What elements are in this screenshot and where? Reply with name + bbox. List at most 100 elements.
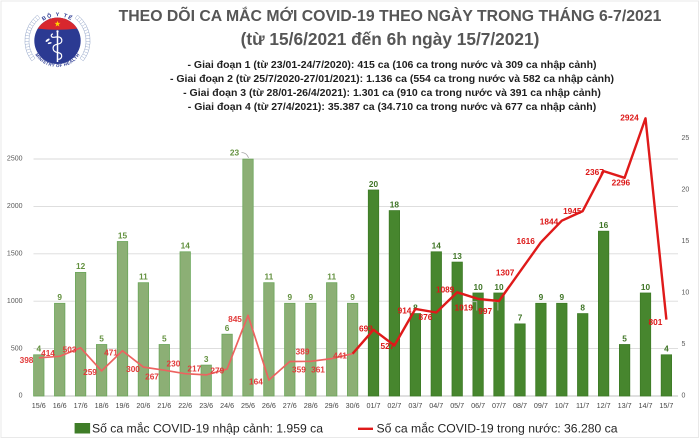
svg-text:- Giai đoạn 3 (từ 28/01-26/4/2: - Giai đoạn 3 (từ 28/01-26/4/2021): 1.30… [183, 87, 601, 99]
svg-text:4: 4 [664, 344, 669, 354]
svg-text:9: 9 [308, 292, 313, 302]
svg-text:14/7: 14/7 [639, 401, 653, 410]
svg-text:3: 3 [204, 354, 209, 364]
svg-text:10: 10 [641, 282, 651, 292]
svg-text:10: 10 [473, 282, 483, 292]
svg-text:11/7: 11/7 [576, 401, 589, 410]
svg-text:801: 801 [648, 317, 662, 327]
svg-text:914: 914 [398, 306, 412, 316]
svg-text:0: 0 [682, 393, 686, 400]
svg-text:845: 845 [228, 314, 242, 324]
svg-text:17/6: 17/6 [74, 401, 88, 410]
svg-text:2924: 2924 [620, 113, 639, 123]
svg-text:15: 15 [118, 230, 128, 240]
svg-text:9: 9 [350, 292, 355, 302]
svg-text:20: 20 [682, 187, 690, 194]
svg-text:11: 11 [139, 272, 148, 282]
svg-text:5: 5 [622, 333, 627, 343]
svg-text:08/7: 08/7 [513, 401, 527, 410]
svg-text:0: 0 [19, 393, 23, 400]
svg-text:1089: 1089 [436, 284, 455, 294]
svg-text:1000: 1000 [7, 298, 23, 305]
svg-text:389: 389 [296, 346, 310, 356]
svg-text:(từ 15/6/2021 đến 6h ngày 15/7: (từ 15/6/2021 đến 6h ngày 15/7/2021) [241, 29, 540, 49]
svg-text:28/6: 28/6 [304, 401, 318, 410]
svg-text:5: 5 [99, 333, 104, 343]
svg-text:164: 164 [249, 377, 263, 387]
svg-text:02/7: 02/7 [387, 401, 401, 410]
svg-text:01/7: 01/7 [367, 401, 381, 410]
svg-text:8: 8 [413, 302, 418, 312]
svg-text:24/6: 24/6 [220, 401, 234, 410]
svg-text:- Giai đoạn 4 (từ 27/4/2021):: - Giai đoạn 4 (từ 27/4/2021): 35.387 ca … [188, 101, 596, 113]
svg-text:20: 20 [369, 179, 379, 189]
svg-text:21/6: 21/6 [157, 401, 171, 410]
svg-text:1500: 1500 [7, 251, 23, 258]
svg-text:26/6: 26/6 [262, 401, 276, 410]
svg-text:22/6: 22/6 [178, 401, 192, 410]
svg-text:9: 9 [539, 292, 544, 302]
svg-text:2296: 2296 [612, 178, 631, 188]
svg-text:12/7: 12/7 [597, 401, 611, 410]
svg-text:441: 441 [333, 351, 347, 361]
svg-text:14: 14 [181, 241, 191, 251]
svg-text:5: 5 [162, 333, 167, 343]
svg-text:16/6: 16/6 [53, 401, 67, 410]
svg-text:2000: 2000 [7, 203, 23, 210]
svg-text:03/7: 03/7 [408, 401, 422, 410]
svg-text:359: 359 [292, 365, 306, 375]
svg-text:398: 398 [20, 355, 34, 365]
svg-text:30/6: 30/6 [346, 401, 360, 410]
svg-text:414: 414 [41, 348, 55, 358]
svg-text:16: 16 [599, 220, 609, 230]
svg-text:503: 503 [63, 345, 77, 355]
svg-text:25: 25 [682, 135, 690, 142]
svg-text:12: 12 [76, 261, 86, 271]
svg-text:693: 693 [359, 324, 373, 334]
svg-text:259: 259 [83, 367, 97, 377]
svg-text:23: 23 [230, 148, 240, 158]
svg-text:527: 527 [380, 341, 394, 351]
svg-text:1307: 1307 [496, 267, 515, 277]
svg-text:8: 8 [580, 302, 585, 312]
svg-text:- Giai đoạn 1 (từ 23/01-24/7/2: - Giai đoạn 1 (từ 23/01-24/7/2020): 415 … [187, 59, 596, 71]
svg-text:1616: 1616 [516, 236, 535, 246]
svg-text:6: 6 [225, 323, 230, 333]
svg-text:15/6: 15/6 [32, 401, 46, 410]
svg-text:07/7: 07/7 [492, 401, 506, 410]
svg-text:1019: 1019 [454, 303, 473, 313]
svg-text:230: 230 [166, 358, 180, 368]
svg-text:9: 9 [559, 292, 564, 302]
svg-text:18/6: 18/6 [95, 401, 109, 410]
svg-text:27/6: 27/6 [283, 401, 297, 410]
svg-text:23/6: 23/6 [199, 401, 213, 410]
svg-text:09/7: 09/7 [534, 401, 548, 410]
svg-text:10: 10 [494, 282, 504, 292]
svg-text:13/7: 13/7 [618, 401, 632, 410]
svg-text:11: 11 [327, 272, 336, 282]
svg-text:15/7: 15/7 [659, 401, 673, 410]
svg-text:217: 217 [187, 364, 201, 374]
svg-text:2500: 2500 [7, 156, 23, 163]
svg-text:20/6: 20/6 [136, 401, 150, 410]
svg-text:15: 15 [682, 238, 690, 245]
svg-text:471: 471 [104, 348, 118, 358]
svg-text:13: 13 [453, 251, 463, 261]
svg-text:10/7: 10/7 [555, 401, 569, 410]
svg-text:Số ca mắc COVID-19 nhập cảnh:: Số ca mắc COVID-19 nhập cảnh: 1.959 ca [92, 421, 323, 436]
svg-text:- Giai đoạn 2 (từ 25/7/2020-27: - Giai đoạn 2 (từ 25/7/2020-27/01/2021):… [170, 73, 614, 85]
svg-text:14: 14 [432, 241, 442, 251]
svg-text:BỘ Y TẾ: BỘ Y TẾ [41, 11, 74, 23]
svg-text:997: 997 [478, 306, 492, 316]
svg-text:05/7: 05/7 [450, 401, 464, 410]
svg-text:10: 10 [682, 290, 690, 297]
svg-text:25/6: 25/6 [241, 401, 255, 410]
svg-text:7: 7 [518, 313, 523, 323]
svg-text:18: 18 [390, 199, 400, 209]
svg-text:267: 267 [145, 371, 159, 381]
svg-text:500: 500 [11, 345, 23, 352]
svg-text:5: 5 [682, 341, 686, 348]
svg-text:THEO DÕI CA MẮC MỚI COVID-19 T: THEO DÕI CA MẮC MỚI COVID-19 THEO NGÀY T… [119, 5, 662, 25]
svg-text:1844: 1844 [540, 217, 559, 227]
svg-text:4: 4 [36, 344, 41, 354]
